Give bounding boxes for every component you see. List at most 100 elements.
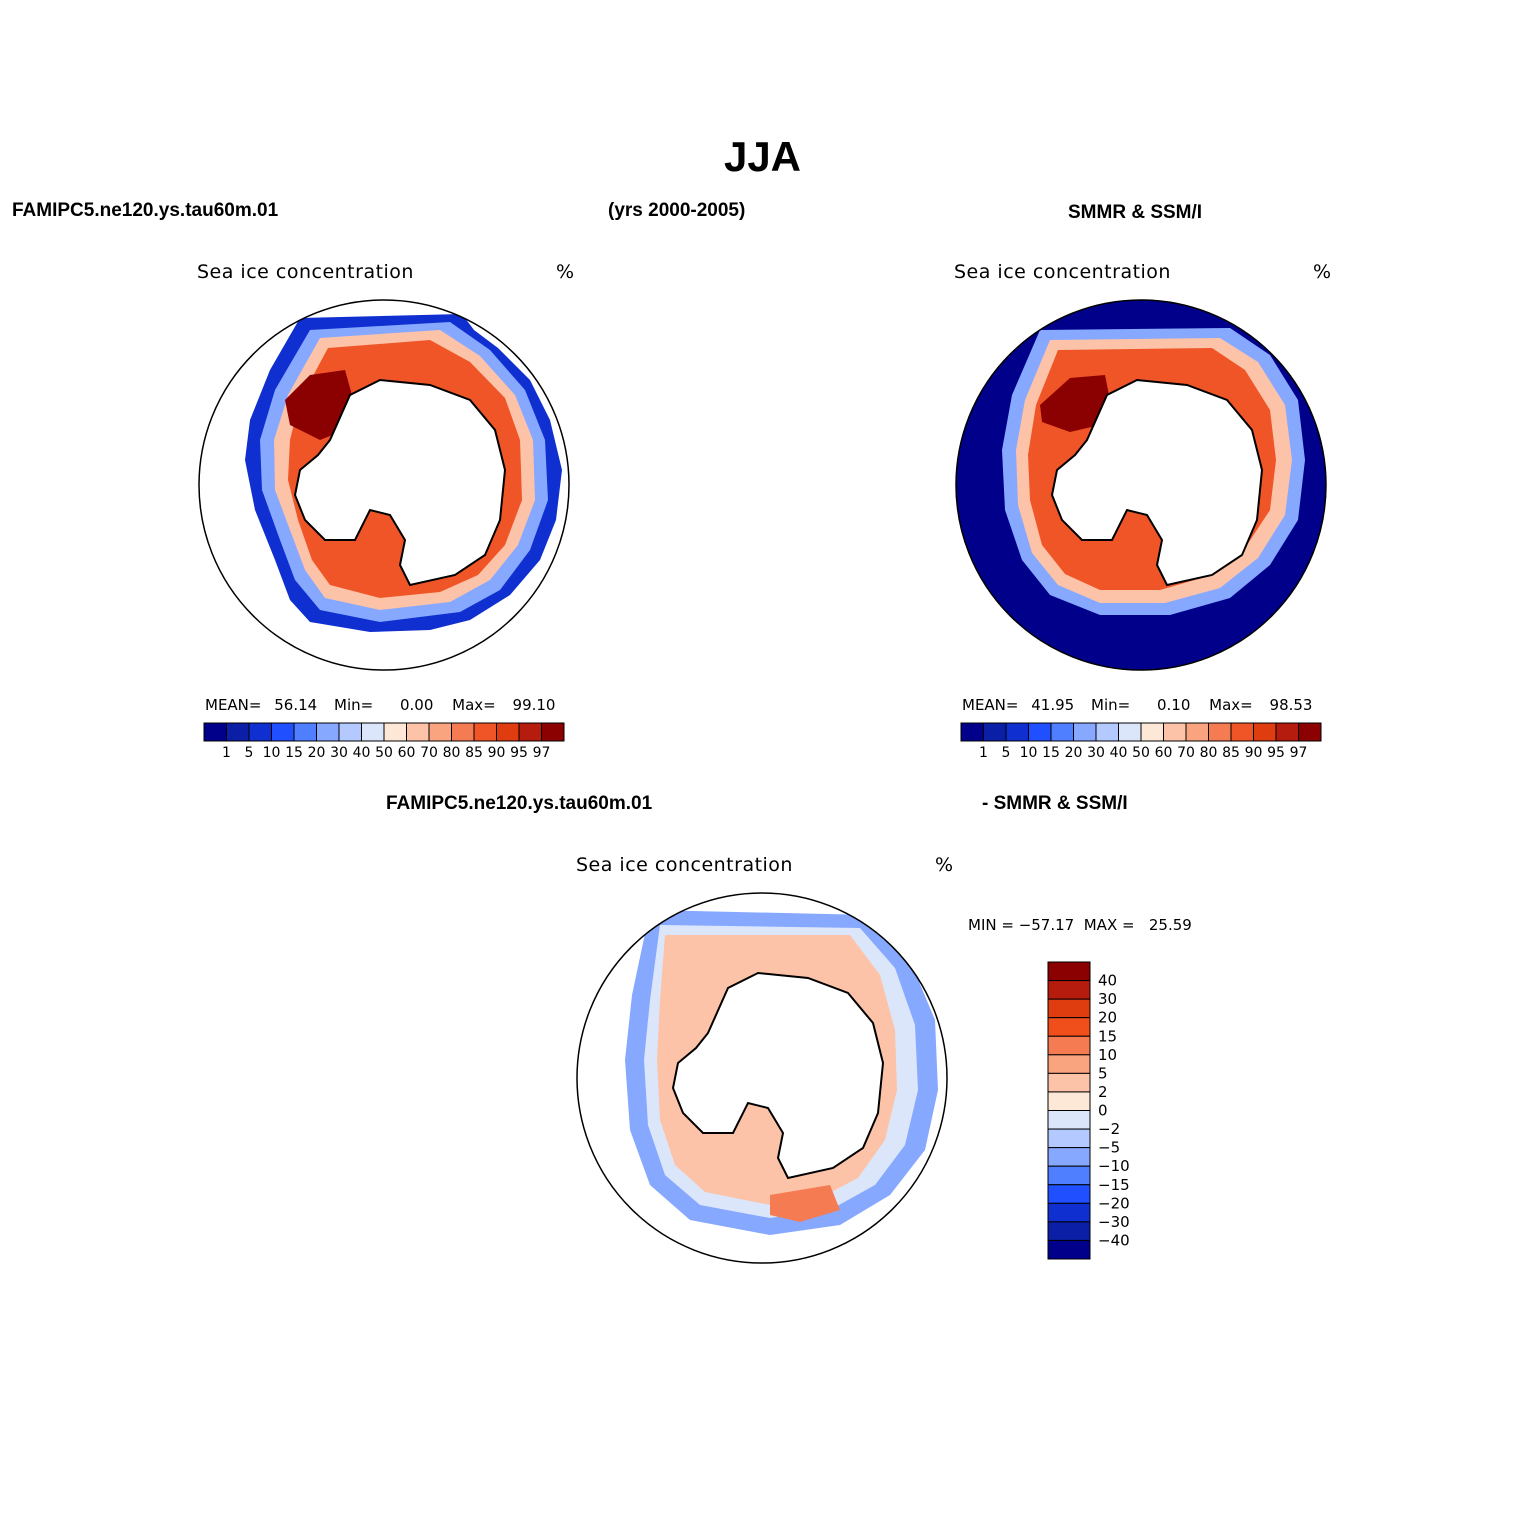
diff-colorbar-box [1047, 1091, 1091, 1111]
model-colorbar-box [203, 722, 227, 742]
model-variable-label: Sea ice concentration [197, 261, 414, 283]
model-colorbar-box [383, 722, 407, 742]
model-colorbar-box [541, 722, 565, 742]
model-max-value: 99.10 [512, 696, 556, 714]
obs-mean-value: 41.95 [1031, 696, 1075, 714]
model-map-border [198, 299, 570, 671]
diff-colorbar-label: 30 [1098, 990, 1117, 1008]
diff-colorbar-box [1047, 1165, 1091, 1186]
diff-colorbar-box [1047, 998, 1091, 1019]
model-colorbar-label: 80 [443, 745, 461, 761]
diff-colorbar-label: 0 [1098, 1102, 1108, 1120]
model-ice-max [285, 370, 352, 440]
model-colorbar-label: 15 [285, 745, 303, 761]
obs-colorbar-box [960, 722, 984, 742]
obs-colorbar-label: 90 [1245, 745, 1263, 761]
model-colorbar-box [293, 722, 317, 742]
obs-colorbar-label: 15 [1042, 745, 1060, 761]
obs-colorbar-label: 40 [1110, 745, 1128, 761]
diff-colorbar-box [1047, 1128, 1091, 1149]
obs-units-label: % [1313, 261, 1332, 283]
obs-colorbar-label: 80 [1200, 745, 1218, 761]
obs-min-label: Min= [1091, 696, 1131, 714]
model-units-label: % [556, 261, 575, 283]
diff-colorbar-label: −40 [1098, 1231, 1130, 1249]
diff-colorbar-label: 15 [1098, 1027, 1117, 1045]
model-colorbar-box [271, 722, 295, 742]
model-colorbar: 1 5 10 15 20 30 40 50 60 70 80 85 90 95 97 [203, 722, 565, 761]
model-colorbar-label: 1 [222, 745, 231, 761]
model-colorbar-label: 40 [353, 745, 371, 761]
model-colorbar-box [248, 722, 272, 742]
obs-colorbar-label: 20 [1065, 745, 1083, 761]
diff-variable-label: Sea ice concentration [576, 854, 793, 876]
header-model-name: FAMIPC5.ne120.ys.tau60m.01 [12, 200, 279, 221]
obs-mean-label: MEAN= [962, 696, 1019, 714]
obs-colorbar-label: 10 [1020, 745, 1038, 761]
model-colorbar-box [428, 722, 452, 742]
model-colorbar-box [406, 722, 430, 742]
model-mean-value: 56.14 [274, 696, 318, 714]
obs-colorbar-label: 85 [1222, 745, 1240, 761]
diff-minmax: MIN = −57.17 MAX = 25.59 [968, 916, 1192, 934]
model-min-label: Min= [334, 696, 374, 714]
obs-antarctica [1050, 378, 1264, 587]
main-title: JJA [723, 133, 802, 180]
diff-antarctica [671, 971, 885, 1180]
diff-colorbar-box [1047, 1017, 1091, 1037]
obs-colorbar-box [1028, 722, 1052, 742]
diff-colorbar-box [1047, 961, 1091, 982]
diff-colorbar-label: 20 [1098, 1009, 1117, 1027]
model-colorbar-box [316, 722, 340, 742]
diff-colorbar-label: −5 [1098, 1139, 1120, 1157]
obs-colorbar-box [1140, 722, 1164, 742]
obs-colorbar-box [1230, 722, 1254, 742]
obs-colorbar-box [1185, 722, 1209, 742]
obs-colorbar-box [1073, 722, 1097, 742]
obs-colorbar-box [1275, 722, 1299, 742]
obs-colorbar-box [1118, 722, 1142, 742]
obs-colorbar-label: 30 [1087, 745, 1105, 761]
model-colorbar-label: 70 [420, 745, 438, 761]
model-colorbar-box [361, 722, 385, 742]
diff-colorbar-box [1047, 1072, 1091, 1093]
diff-colorbar-box [1047, 1221, 1091, 1241]
header-obs-name: SMMR & SSM/I [1068, 202, 1203, 223]
diff-title-left: FAMIPC5.ne120.ys.tau60m.01 [386, 793, 653, 814]
model-colorbar-label: 60 [398, 745, 416, 761]
obs-colorbar: 1 5 10 15 20 30 40 50 60 70 80 85 90 95 97 [960, 722, 1322, 761]
diff-colorbar-box [1047, 1110, 1091, 1130]
diff-colorbar-box [1047, 1054, 1091, 1074]
diff-colorbar-label: −30 [1098, 1213, 1130, 1231]
header-years: (yrs 2000-2005) [608, 200, 746, 221]
diff-colorbar-box [1047, 1147, 1091, 1167]
diff-colorbar-label: −10 [1098, 1157, 1130, 1175]
diff-colorbar-box [1047, 1035, 1091, 1056]
diff-colorbar-box [1047, 980, 1091, 1000]
obs-colorbar-box [1095, 722, 1119, 742]
obs-max-value: 98.53 [1269, 696, 1313, 714]
model-mean-label: MEAN= [205, 696, 262, 714]
diff-colorbar-box [1047, 1184, 1091, 1204]
model-colorbar-label: 30 [330, 745, 348, 761]
obs-colorbar-box [983, 722, 1007, 742]
diff-colorbar-box [1047, 1202, 1091, 1223]
obs-map-border [955, 299, 1327, 671]
diff-colorbar-label: 5 [1098, 1064, 1108, 1082]
obs-colorbar-label: 70 [1177, 745, 1195, 761]
obs-min-value: 0.10 [1156, 696, 1191, 714]
obs-colorbar-label: 95 [1267, 745, 1285, 761]
obs-max-label: Max= [1209, 696, 1253, 714]
diff-map-border [576, 892, 948, 1264]
model-colorbar-label: 90 [488, 745, 506, 761]
model-colorbar-box [226, 722, 250, 742]
obs-colorbar-box [1208, 722, 1232, 742]
diff-colorbar-label: −2 [1098, 1120, 1120, 1138]
model-colorbar-label: 5 [245, 745, 254, 761]
model-colorbar-label: 50 [375, 745, 393, 761]
diff-colorbar-label: −20 [1098, 1194, 1130, 1212]
model-polar-map [198, 299, 570, 671]
model-colorbar-label: 20 [308, 745, 326, 761]
